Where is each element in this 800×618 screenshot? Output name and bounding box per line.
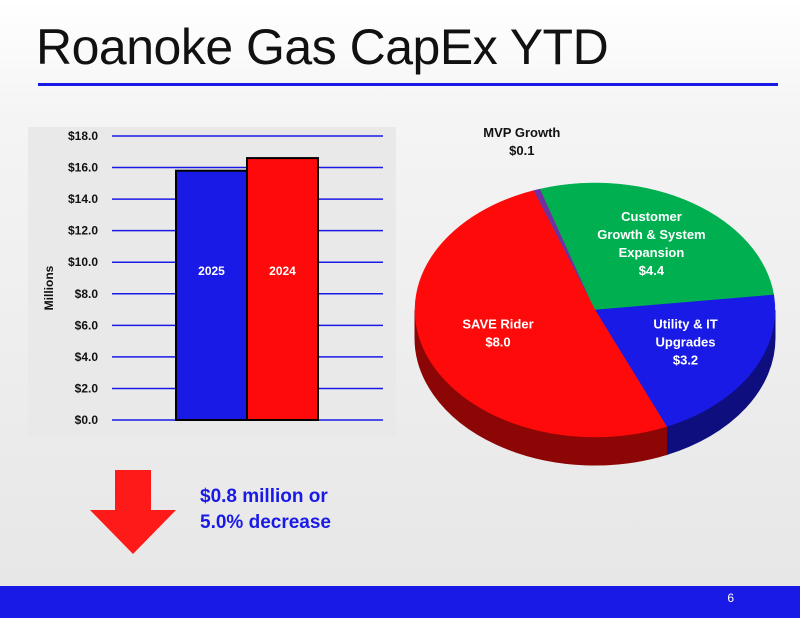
pie-label-1: Customer Growth & System Expansion $4.4 [597,209,705,278]
bar-ytick-label: $18.0 [68,129,98,143]
footer-bar [0,586,800,618]
bar-chart-ylabel: Millions [42,265,56,310]
pie-label-3: SAVE Rider $8.0 [462,316,533,349]
bar-ytick-label: $10.0 [68,255,98,269]
pie-label-0: MVP Growth $0.1 [483,125,560,158]
bar-ytick-label: $14.0 [68,192,98,206]
bar-ytick-label: $16.0 [68,161,98,175]
bar-ytick-label: $6.0 [75,318,99,332]
pie-slice-2 [594,294,776,427]
callout-line-1: $0.8 million or [200,486,328,507]
pie-label-2: Utility & IT Upgrades $3.2 [653,317,717,368]
bar-label-2025: 2025 [198,264,225,278]
bar-ytick-label: $4.0 [75,350,99,364]
decrease-callout: $0.8 million or 5.0% decrease [200,484,400,536]
pie-slice-1 [539,182,775,311]
bar-ytick-label: $8.0 [75,287,99,301]
page-number: 6 [727,591,734,605]
slide-title: Roanoke Gas CapEx YTD [36,19,609,75]
callout-line-2: 5.0% decrease [200,512,331,533]
bar-ytick-label: $2.0 [75,381,99,395]
bar-ytick-label: $0.0 [75,413,99,427]
down-arrow-icon [90,470,176,554]
title-underline [38,83,778,86]
pie-slice-3 [414,190,667,438]
bar-label-2024: 2024 [269,264,296,278]
bar-2024 [246,157,319,421]
bar-ytick-label: $12.0 [68,224,98,238]
